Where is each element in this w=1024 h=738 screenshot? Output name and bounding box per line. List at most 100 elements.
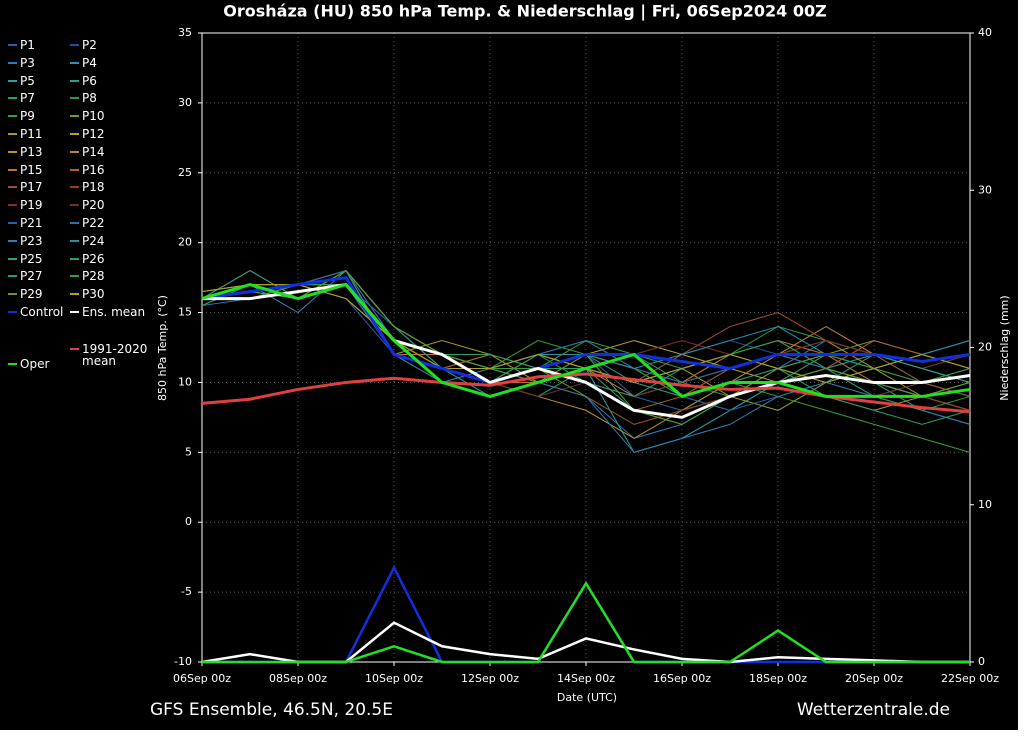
y2-tick-label: 20 [978,341,992,354]
legend-label: P5 [20,73,35,88]
legend-swatch [70,44,79,46]
y2-tick-label: 0 [978,655,985,668]
legend-label: P1 [20,38,35,52]
legend-label: P21 [20,216,43,230]
legend-item: P22 [70,217,148,229]
legend-swatch [8,293,17,296]
legend-item: P7 [8,92,86,104]
legend-label: P15 [20,162,43,177]
legend-swatch [8,311,17,313]
y-tick-label: 15 [178,306,192,319]
legend-swatch [8,133,17,135]
legend-item: P3 [8,57,86,69]
legend-swatch [8,97,17,100]
legend-item: P19 [8,199,86,211]
legend-item: P6 [70,75,148,87]
legend-item: P17 [8,181,86,193]
legend-swatch [70,61,79,64]
legend-label: P4 [82,55,97,70]
legend-swatch [8,275,17,278]
legend-item: P28 [70,270,148,282]
legend-label: P3 [20,55,35,70]
legend-swatch [8,186,17,189]
y-tick-label: 20 [178,236,192,249]
legend-label: P28 [82,269,105,284]
legend-label: P9 [20,109,35,124]
legend-swatch [70,133,79,135]
legend-label: P6 [82,73,97,88]
legend-label: P18 [82,180,105,195]
legend-item: P10 [70,110,148,122]
legend-item: P2 [70,39,148,51]
chart-title: Orosháza (HU) 850 hPa Temp. & Niederschl… [223,2,826,22]
legend-item: P30 [70,288,148,300]
legend-label: P30 [82,287,105,302]
legend-item: P20 [70,199,148,211]
y-tick-label: 35 [178,26,192,39]
legend-swatch [70,311,79,313]
x-tick-label: 16Sep 00z [653,672,711,685]
legend-item: P14 [70,146,148,158]
legend-item: P18 [70,181,148,193]
y-tick-label: 0 [185,515,192,528]
legend-item: P25 [8,253,86,265]
legend-swatch [70,168,79,171]
y-tick-label: 30 [178,96,192,109]
legend-swatch [70,150,79,153]
legend-item: P1 [8,39,86,51]
legend-item: P12 [70,128,148,140]
legend-label: P22 [82,216,105,230]
x-axis-label: Date (UTC) [557,691,617,704]
x-tick-label: 12Sep 00z [461,672,519,685]
legend-label: P24 [82,233,105,248]
y-tick-label: -10 [174,655,192,668]
legend-item: P24 [70,235,148,247]
legend-label: P26 [82,251,105,266]
legend-swatch [70,239,79,242]
temp-line [201,372,971,414]
y-tick-label: 10 [178,375,192,388]
legend-label: P7 [20,91,35,106]
legend-label: P10 [82,109,105,124]
legend-swatch [8,150,17,153]
temp-line [202,282,971,419]
legend-swatch [8,115,17,118]
y-tick-label: -5 [181,585,192,598]
legend-item: P29 [8,288,86,300]
legend-label: P13 [20,144,43,159]
temp-line [201,282,971,399]
legend-swatch [8,44,17,46]
x-tick-label: 06Sep 00z [173,672,231,685]
y-tick-label: 25 [178,166,192,179]
x-tick-label: 10Sep 00z [365,672,423,685]
legend-item: P23 [8,235,86,247]
legend-swatch [70,97,79,100]
legend-swatch [70,222,79,224]
x-tick-label: 22Sep 00z [941,672,999,685]
x-tick-label: 14Sep 00z [557,672,615,685]
legend-label: Control [20,305,64,319]
x-tick-label: 18Sep 00z [749,672,807,685]
legend-label: P11 [20,127,43,141]
legend-item: P4 [70,57,148,69]
legend-swatch [8,362,17,365]
legend-label: P14 [82,144,105,159]
legend-swatch [8,222,17,224]
y2-tick-label: 40 [978,26,992,39]
y2-tick-label: 10 [978,498,992,511]
legend-item: P13 [8,146,86,158]
legend-label: P20 [82,198,105,213]
footer-left: GFS Ensemble, 46.5N, 20.5E [150,700,393,720]
legend-swatch [8,168,17,171]
legend-swatch [70,115,79,118]
legend-swatch [70,186,79,189]
legend-swatch [70,293,79,296]
legend-item: Control [8,306,86,318]
legend-label: Oper [20,356,50,371]
legend-label: P12 [82,127,105,141]
y2-axis-label: Niederschlag (mm) [998,295,1011,400]
legend-item: P8 [70,92,148,104]
legend-item: P21 [8,217,86,229]
legend-item: P5 [8,75,86,87]
